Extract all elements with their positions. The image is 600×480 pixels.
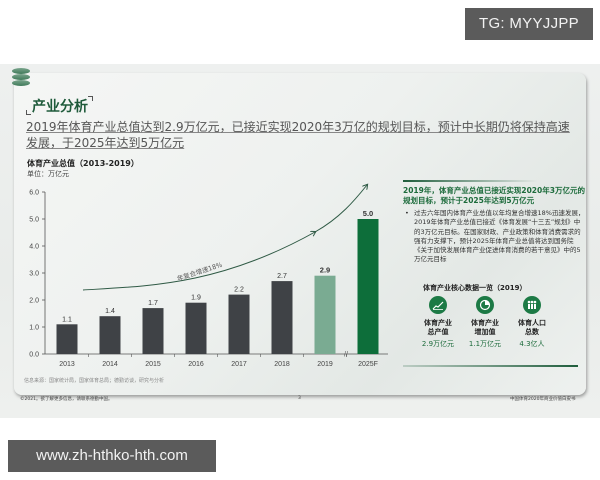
key-data-item: 体育产业 总产值 2.9万亿元 xyxy=(414,296,462,349)
growth-chart-icon xyxy=(429,296,447,314)
y-tick-label: 2.0 xyxy=(29,298,39,305)
bar-2018 xyxy=(271,281,293,354)
x-tick-label: 2015 xyxy=(145,361,161,368)
axis-break-icon: // xyxy=(344,352,348,359)
people-icon xyxy=(523,296,541,314)
key-data-label: 增加值 xyxy=(474,328,496,336)
bar-2013 xyxy=(56,324,78,354)
x-tick-label: 2014 xyxy=(102,361,118,368)
key-data-label: 体育产业 xyxy=(471,319,499,327)
bar-2017 xyxy=(228,294,250,354)
x-tick-label: 2019 xyxy=(317,361,333,368)
title-bracket-left xyxy=(26,110,31,115)
key-data-label: 体育人口 xyxy=(518,319,546,327)
bar-2015 xyxy=(142,308,164,354)
key-data-value: 2.9万亿元 xyxy=(421,340,455,348)
x-tick-label: 2025F xyxy=(358,361,378,368)
bar-value-label: 2.7 xyxy=(277,273,287,280)
pie-chart-icon xyxy=(476,296,494,314)
x-tick-label: 2013 xyxy=(59,361,75,368)
side-divider-bottom xyxy=(403,365,578,367)
source-note: 信息来源：国家统计局，国家体育总局；德勤访谈，研究与分析 xyxy=(24,378,165,384)
key-data-label: 体育产业 xyxy=(424,319,452,327)
key-data-title: 体育产业核心数据一览（2019） xyxy=(423,284,527,292)
title-bracket-right xyxy=(88,96,93,101)
bar-2014 xyxy=(99,316,121,354)
bar-value-label: 1.4 xyxy=(105,308,115,315)
card-edge xyxy=(586,100,587,390)
bar-2016 xyxy=(185,302,207,354)
x-tick-label: 2017 xyxy=(231,361,247,368)
bar-value-label: 1.1 xyxy=(62,316,72,323)
x-tick-label: 2016 xyxy=(188,361,204,368)
footer-copyright: ©2021。欲了解更多信息，请联系德勤中国。 xyxy=(20,397,113,402)
footer-report-name: 中国体育2020年商业价值白皮书 xyxy=(510,397,576,402)
y-tick-label: 6.0 xyxy=(29,190,39,197)
headline: 2019年体育产业总值达到2.9万亿元，已接近实现2020年3万亿的规划目标，预… xyxy=(26,120,570,150)
watermark-top: TG: MYYJJPP xyxy=(465,8,593,40)
bullet-marker: • xyxy=(405,209,409,217)
y-tick-label: 4.0 xyxy=(29,244,39,251)
bar-value-label: 1.7 xyxy=(148,300,158,307)
key-data-label: 总产值 xyxy=(427,328,449,336)
logo-icon xyxy=(12,66,32,88)
key-data-value: 1.1万亿元 xyxy=(468,340,502,348)
watermark-bottom: www.zh-hthko-hth.com xyxy=(8,440,216,472)
section-title: 产业分析 xyxy=(32,99,88,115)
bar-value-label: 2.2 xyxy=(234,287,244,294)
key-data-item: 体育产业 增加值 1.1万亿元 xyxy=(461,296,509,349)
side-bullet-text: 过去六年国内体育产业总值以年均复合增速18%迅速发展，2019年体育产业总值已接… xyxy=(414,209,585,264)
side-heading: 2019年，体育产业总值已接近实现2020年3万亿元的规划目标，预计于2025年… xyxy=(403,186,585,205)
bar-value-label: 1.9 xyxy=(191,295,201,302)
bar-value-label: 2.9 xyxy=(320,266,330,275)
growth-annotation: 年复合增速18% xyxy=(176,260,223,283)
y-tick-label: 3.0 xyxy=(29,271,39,278)
key-data-label: 总数 xyxy=(525,328,539,336)
x-tick-label: 2018 xyxy=(274,361,290,368)
footer-page-number: 3 xyxy=(298,396,301,401)
chart-unit: 单位：万亿元 xyxy=(27,170,69,178)
side-bullet: • 过去六年国内体育产业总值以年均复合增速18%迅速发展，2019年体育产业总值… xyxy=(405,209,585,265)
forecast-trend-arrow xyxy=(314,185,367,233)
key-data-row: 体育产业 总产值 2.9万亿元 体育产业 增加值 1.1万亿元 体育人口 总数 4.3… xyxy=(422,296,588,356)
bar-chart: 0.0 1.0 2.0 3.0 4.0 5.0 6.0 1.1 2013 1.4 2014 1.7 20… xyxy=(29,150,388,368)
chart-title: 体育产业总值（2013-2019） xyxy=(27,159,139,168)
side-divider-top xyxy=(403,180,538,182)
key-data-item: 体育人口 总数 4.3亿人 xyxy=(508,296,556,349)
y-tick-label: 1.0 xyxy=(29,325,39,332)
y-tick-label: 0.0 xyxy=(29,352,39,359)
key-data-value: 4.3亿人 xyxy=(519,340,545,348)
bar-value-label: 5.0 xyxy=(363,209,373,218)
bar-2019 xyxy=(314,275,336,354)
y-tick-label: 5.0 xyxy=(29,217,39,224)
bar-2025F xyxy=(357,219,379,354)
growth-trend-arrow xyxy=(82,232,315,291)
